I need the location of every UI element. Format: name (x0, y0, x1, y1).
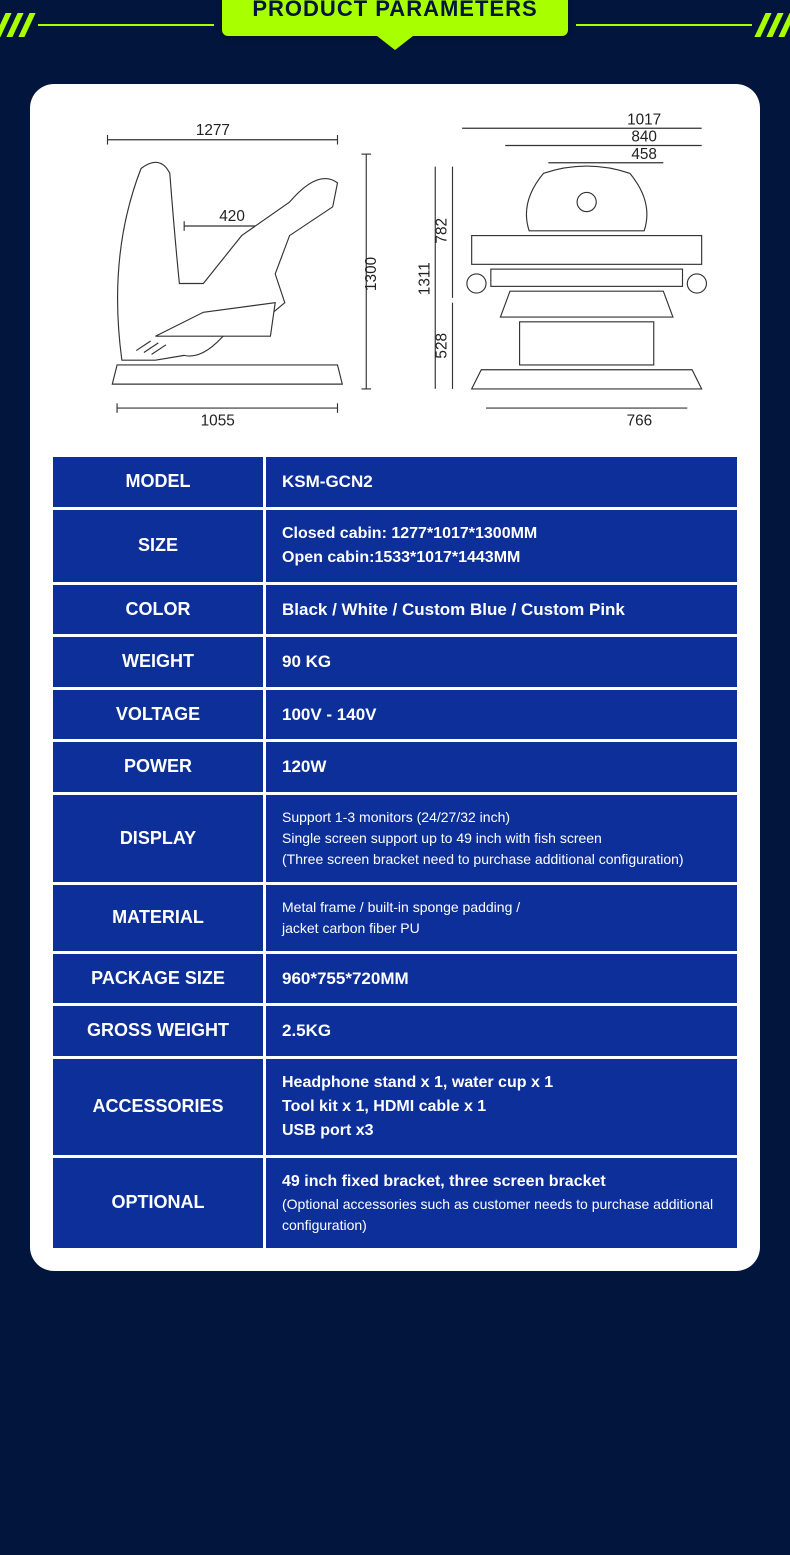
spec-value-line: Support 1-3 monitors (24/27/32 inch) (282, 807, 721, 828)
side-view-drawing: 1277 420 1300 1055 (50, 111, 395, 437)
title-badge-wrap: PRODUCT PARAMETERS (222, 0, 567, 50)
table-row: PACKAGE SIZE960*755*720MM (53, 954, 737, 1004)
dim-label: 1311 (417, 262, 434, 295)
spec-label: OPTIONAL (53, 1158, 263, 1248)
page-title: PRODUCT PARAMETERS (222, 0, 567, 36)
header-band: PRODUCT PARAMETERS (0, 0, 790, 50)
spec-value-line: (Three screen bracket need to purchase a… (282, 849, 721, 870)
table-row: VOLTAGE100V - 140V (53, 690, 737, 740)
accent-slashes-left (0, 13, 30, 37)
spec-label: COLOR (53, 585, 263, 635)
table-row: SIZEClosed cabin: 1277*1017*1300MMOpen c… (53, 510, 737, 582)
spec-value-line: Tool kit x 1, HDMI cable x 1 (282, 1095, 721, 1119)
spec-value: 100V - 140V (266, 690, 737, 740)
spec-value-line: USB port x3 (282, 1119, 721, 1143)
dim-label: 840 (631, 129, 657, 146)
spec-value-line: jacket carbon fiber PU (282, 918, 721, 939)
spec-value: KSM-GCN2 (266, 457, 737, 507)
spec-value: Support 1-3 monitors (24/27/32 inch)Sing… (266, 795, 737, 882)
spec-label: GROSS WEIGHT (53, 1006, 263, 1056)
spec-label: MODEL (53, 457, 263, 507)
spec-tbody: MODELKSM-GCN2SIZEClosed cabin: 1277*1017… (53, 457, 737, 1248)
dim-label: 766 (627, 412, 653, 429)
table-row: POWER120W (53, 742, 737, 792)
table-row: DISPLAYSupport 1-3 monitors (24/27/32 in… (53, 795, 737, 882)
dimension-diagram: 1277 420 1300 1055 (50, 104, 740, 444)
table-row: ACCESSORIESHeadphone stand x 1, water cu… (53, 1059, 737, 1155)
dim-label: 528 (434, 333, 451, 359)
spec-value: Black / White / Custom Blue / Custom Pin… (266, 585, 737, 635)
spec-label: SIZE (53, 510, 263, 582)
spec-value: Closed cabin: 1277*1017*1300MMOpen cabin… (266, 510, 737, 582)
table-row: COLORBlack / White / Custom Blue / Custo… (53, 585, 737, 635)
spec-label: MATERIAL (53, 885, 263, 951)
dim-label: 782 (434, 218, 451, 244)
spec-value: 960*755*720MM (266, 954, 737, 1004)
table-row: OPTIONAL 49 inch fixed bracket, three scr… (53, 1158, 737, 1248)
spec-value: Metal frame / built-in sponge padding /j… (266, 885, 737, 951)
accent-slashes-right (760, 13, 790, 37)
spec-value: 49 inch fixed bracket, three screen brac… (266, 1158, 737, 1248)
dim-label: 1055 (201, 412, 235, 429)
spec-table: MODELKSM-GCN2SIZEClosed cabin: 1277*1017… (50, 454, 740, 1251)
spec-value: 90 KG (266, 637, 737, 687)
spec-label: POWER (53, 742, 263, 792)
spec-value-line: Metal frame / built-in sponge padding / (282, 897, 721, 918)
dim-label: 420 (219, 208, 245, 225)
header-line-left (38, 24, 214, 26)
spec-value: 2.5KG (266, 1006, 737, 1056)
spec-value-line: Headphone stand x 1, water cup x 1 (282, 1071, 721, 1095)
dim-label: 1277 (196, 122, 230, 139)
spec-value-line: Single screen support up to 49 inch with… (282, 828, 721, 849)
spec-value-line: Open cabin:1533*1017*1443MM (282, 546, 721, 570)
chevron-down-icon (377, 36, 413, 50)
page-container: PRODUCT PARAMETERS 1277 (0, 0, 790, 1271)
spec-label: WEIGHT (53, 637, 263, 687)
spec-label: DISPLAY (53, 795, 263, 882)
spec-value: Headphone stand x 1, water cup x 1Tool k… (266, 1059, 737, 1155)
table-row: GROSS WEIGHT2.5KG (53, 1006, 737, 1056)
spec-label: ACCESSORIES (53, 1059, 263, 1155)
spec-value-line: (Optional accessories such as customer n… (282, 1194, 721, 1236)
dim-label: 1017 (627, 111, 661, 128)
table-row: MATERIALMetal frame / built-in sponge pa… (53, 885, 737, 951)
content-panel: 1277 420 1300 1055 (30, 84, 760, 1271)
table-row: WEIGHT90 KG (53, 637, 737, 687)
table-row: MODELKSM-GCN2 (53, 457, 737, 507)
dim-label: 1300 (363, 257, 380, 291)
spec-value: 120W (266, 742, 737, 792)
front-view-drawing: 1017 840 458 1311 782 528 766 (395, 111, 740, 437)
header-line-right (576, 24, 752, 26)
spec-label: VOLTAGE (53, 690, 263, 740)
spec-value-line: Closed cabin: 1277*1017*1300MM (282, 522, 721, 546)
spec-label: PACKAGE SIZE (53, 954, 263, 1004)
dim-label: 458 (631, 146, 657, 163)
spec-value-line: 49 inch fixed bracket, three screen brac… (282, 1170, 721, 1194)
